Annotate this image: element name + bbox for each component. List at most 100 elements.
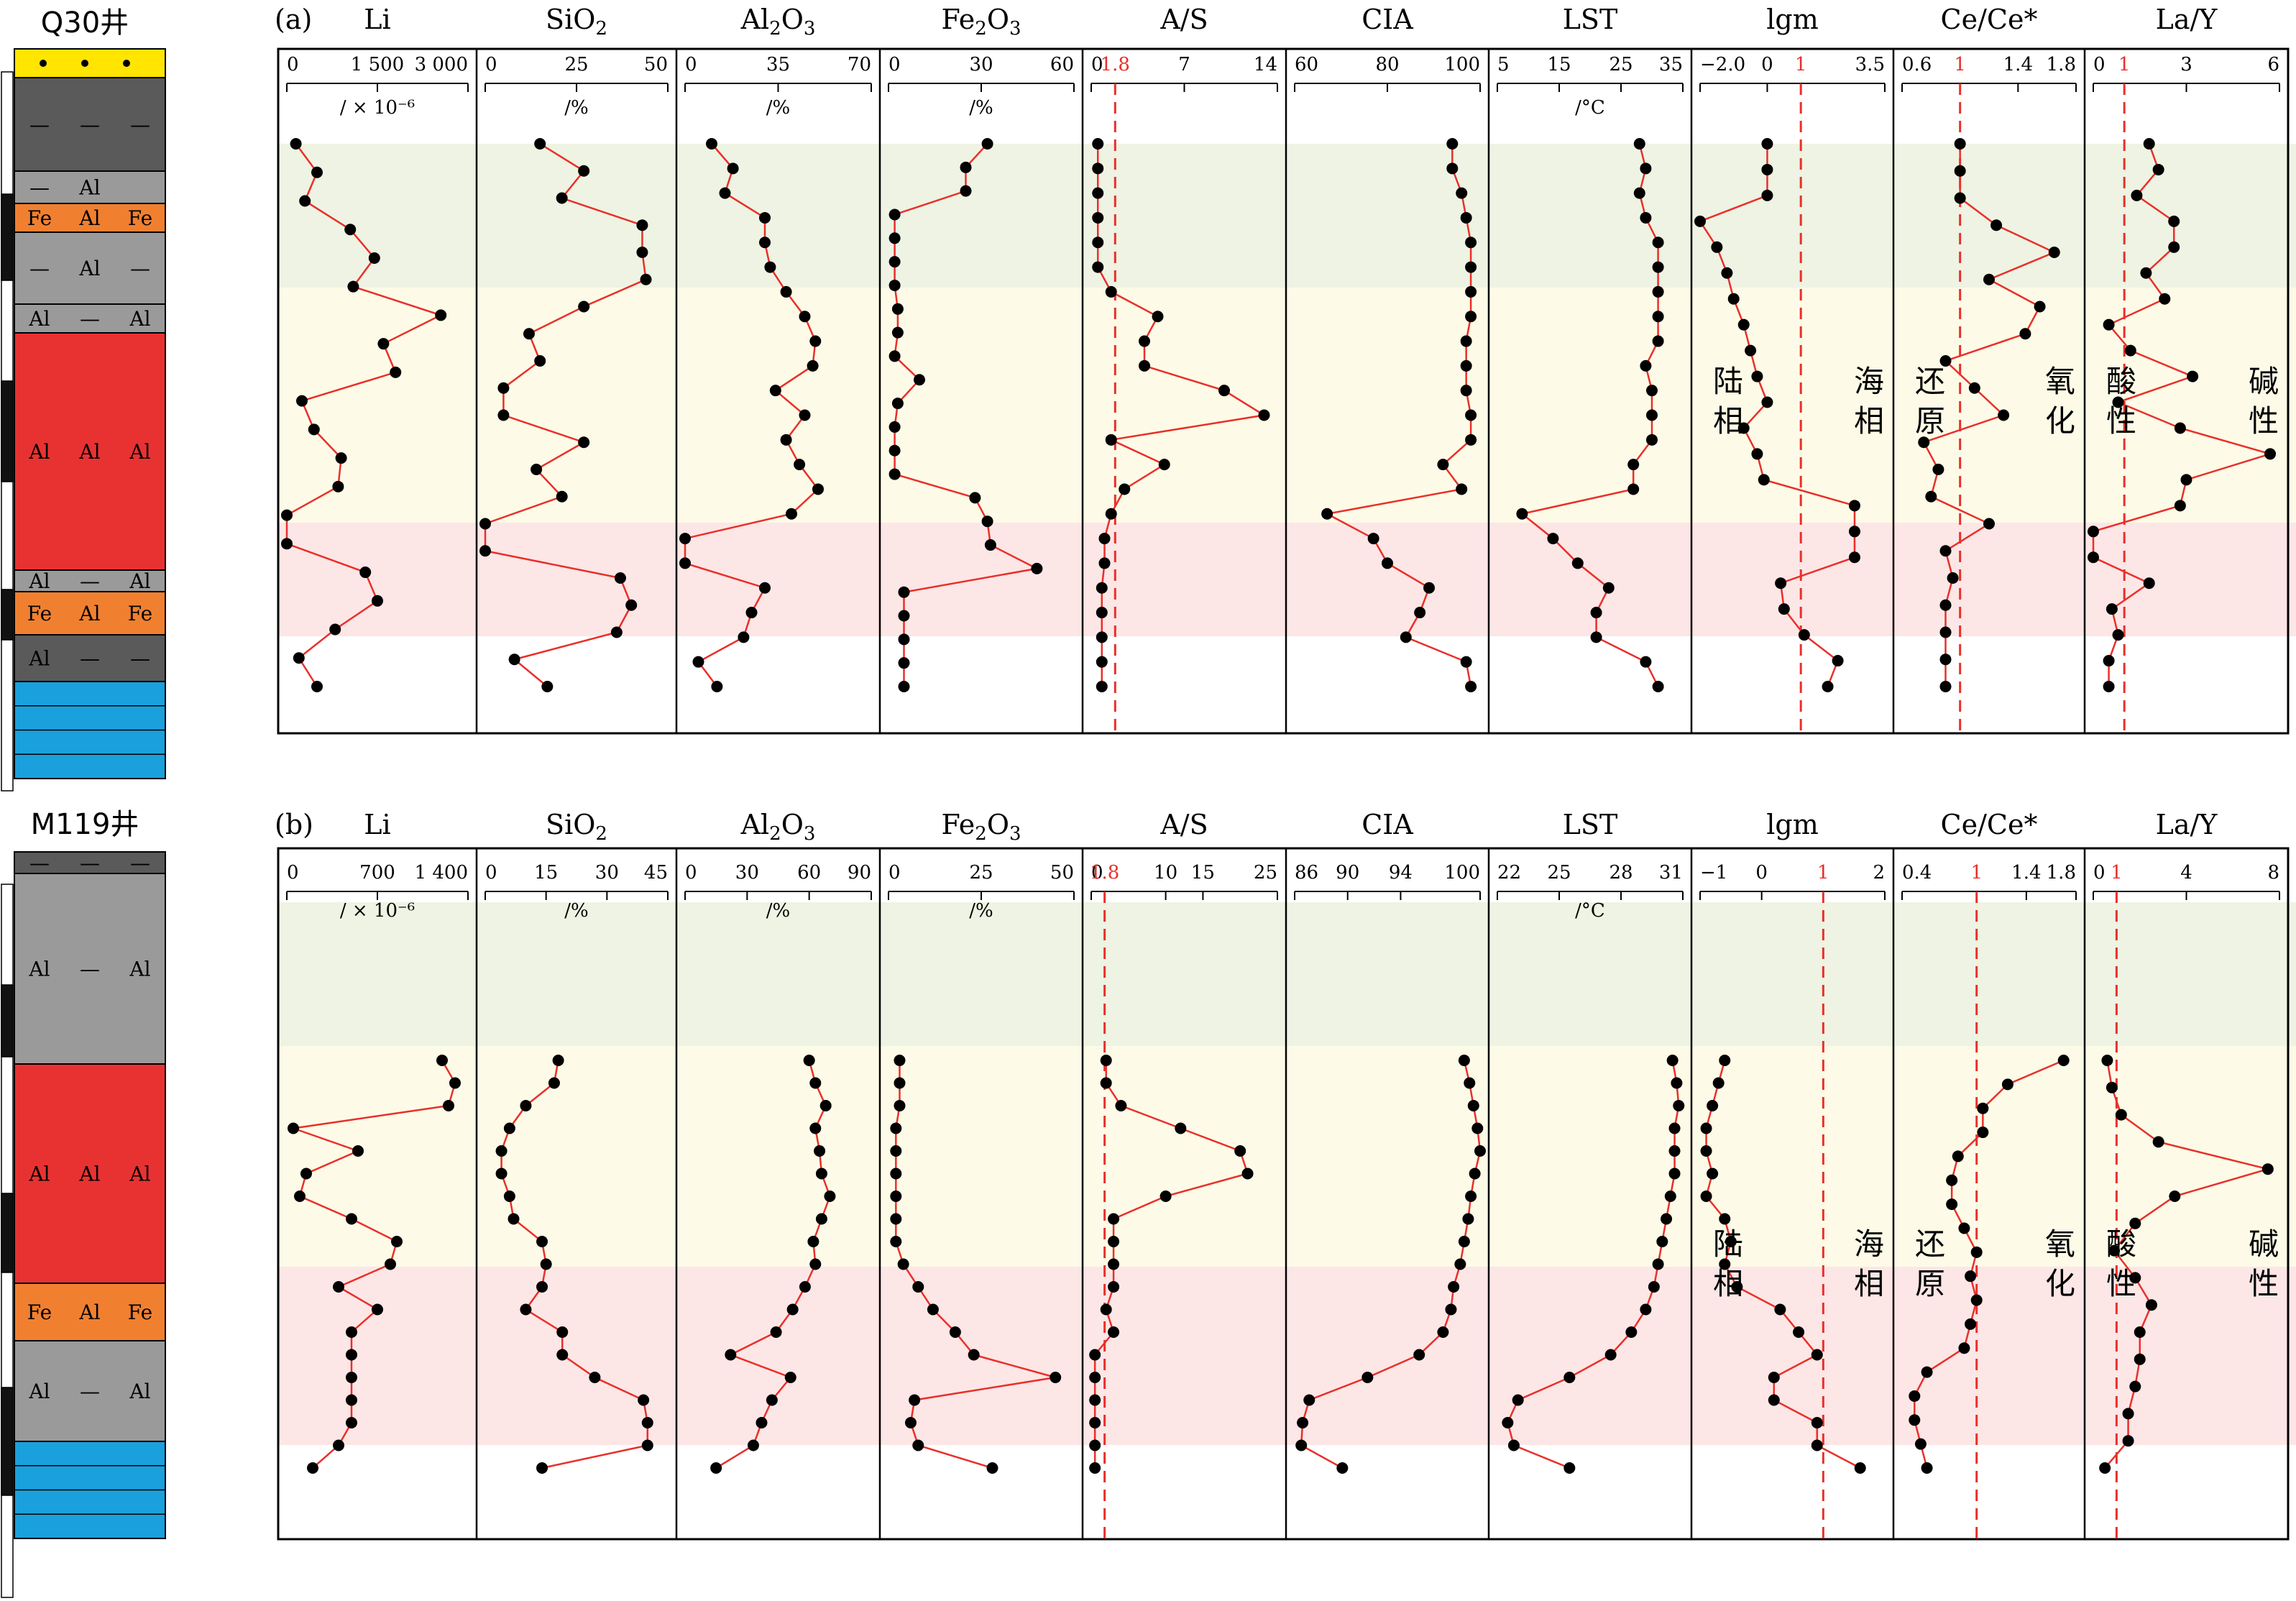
data-point <box>377 338 390 350</box>
data-point <box>1367 533 1379 545</box>
data-point <box>1721 267 1733 279</box>
data-point <box>508 1213 520 1225</box>
data-point <box>1336 1462 1349 1474</box>
tick-label: 22 <box>1497 862 1521 884</box>
data-point <box>747 1439 759 1451</box>
column-title: Al2O3 <box>740 4 816 40</box>
data-point <box>1119 483 1131 495</box>
data-point <box>2152 163 2164 175</box>
litho-label: Al <box>78 206 100 230</box>
litho-label: Fe <box>128 602 152 625</box>
data-point <box>2145 1299 2157 1311</box>
data-point <box>344 224 357 236</box>
tick-label: 0 <box>888 54 901 75</box>
data-point <box>1640 656 1652 668</box>
data-point <box>2168 215 2180 227</box>
data-point <box>1105 508 1117 520</box>
tick-label: 28 <box>1609 862 1633 884</box>
annotation-right: 海 <box>1854 1226 1884 1262</box>
data-point <box>1092 138 1104 150</box>
data-point <box>1656 1236 1668 1247</box>
data-point <box>2180 474 2192 486</box>
litho-label: Al <box>129 307 150 331</box>
data-point <box>759 582 771 594</box>
data-point <box>1939 545 1952 557</box>
data-point <box>1437 1326 1449 1338</box>
data-point <box>1768 1394 1780 1406</box>
tick-label: 31 <box>1659 862 1683 884</box>
data-point <box>1968 382 1980 394</box>
data-point <box>347 280 359 293</box>
column-title: LST <box>1563 4 1618 35</box>
data-point <box>335 452 347 464</box>
data-point <box>333 1281 344 1293</box>
litho-label: Al <box>78 602 100 625</box>
annotation-left: 相 <box>1713 403 1743 439</box>
data-point <box>2048 247 2060 258</box>
data-point <box>1241 1168 1254 1180</box>
annotation-right: 相 <box>1854 403 1884 439</box>
column-title: Li <box>364 809 390 840</box>
data-point <box>809 1077 822 1089</box>
data-point <box>909 1394 921 1406</box>
data-point <box>1512 1394 1524 1406</box>
tick-label: 1 400 <box>415 862 468 884</box>
tick-label: 1.8 <box>2047 54 2076 75</box>
data-point <box>679 557 691 569</box>
data-point <box>1152 311 1164 323</box>
column-a-s: A/S 01.8 10 15 25 <box>1089 809 1278 1539</box>
tick-label: 15 <box>534 862 558 884</box>
litho-label: — <box>80 958 100 981</box>
tick-label: 60 <box>797 862 821 884</box>
data-point <box>912 1281 924 1293</box>
data-point <box>1590 631 1602 643</box>
data-point <box>578 165 590 177</box>
annotation-left: 原 <box>1915 1266 1945 1301</box>
data-point <box>2169 1191 2181 1202</box>
data-point <box>799 311 811 323</box>
data-point <box>888 468 901 480</box>
data-point <box>1712 1077 1725 1089</box>
litho-label: — <box>80 307 100 331</box>
data-point <box>1652 335 1664 347</box>
data-point <box>814 1145 826 1157</box>
data-point <box>1467 1100 1479 1111</box>
data-point <box>1464 1077 1476 1089</box>
column-title: CIA <box>1361 809 1413 840</box>
column-title: CIA <box>1361 4 1413 35</box>
zone-band-bottom <box>278 523 2296 636</box>
tick-label: −2.0 <box>1700 54 1745 75</box>
data-point <box>2122 1435 2134 1447</box>
data-point <box>780 433 792 446</box>
data-point <box>1775 577 1787 590</box>
litho-label: Al <box>78 1162 100 1186</box>
panel-label-b: (b) <box>275 809 313 840</box>
data-point <box>610 626 623 638</box>
data-point <box>641 1417 653 1428</box>
litho-label: — <box>29 113 50 137</box>
data-point <box>1258 409 1270 421</box>
tick-label: 100 <box>1444 54 1480 75</box>
litho-label: Fe <box>27 206 52 230</box>
tick-label: 0.4 <box>1902 862 1932 884</box>
data-point <box>1115 1100 1127 1111</box>
data-point <box>1652 681 1664 692</box>
column-al-o-: Al2O3 0 30 60 90 /% <box>684 809 872 1474</box>
data-point <box>2103 318 2115 331</box>
data-point <box>1793 1326 1805 1338</box>
tick-label: 8 <box>2267 862 2279 884</box>
data-point <box>346 1372 357 1383</box>
data-point <box>1571 557 1584 569</box>
data-point <box>968 1349 980 1361</box>
data-point <box>556 490 568 503</box>
litho-label: Al <box>129 440 150 464</box>
annotation-right: 化 <box>2045 403 2075 439</box>
data-point <box>1050 1372 1062 1383</box>
data-point <box>346 1326 357 1338</box>
litho-layer-ferric_al <box>14 1283 166 1341</box>
tick-label: 94 <box>1389 862 1413 884</box>
unit-label: / × 10⁻⁶ <box>340 97 415 119</box>
column-title: Ce/Ce* <box>1941 4 2038 35</box>
tick-label: 25 <box>969 862 993 884</box>
data-point <box>1983 518 1995 530</box>
